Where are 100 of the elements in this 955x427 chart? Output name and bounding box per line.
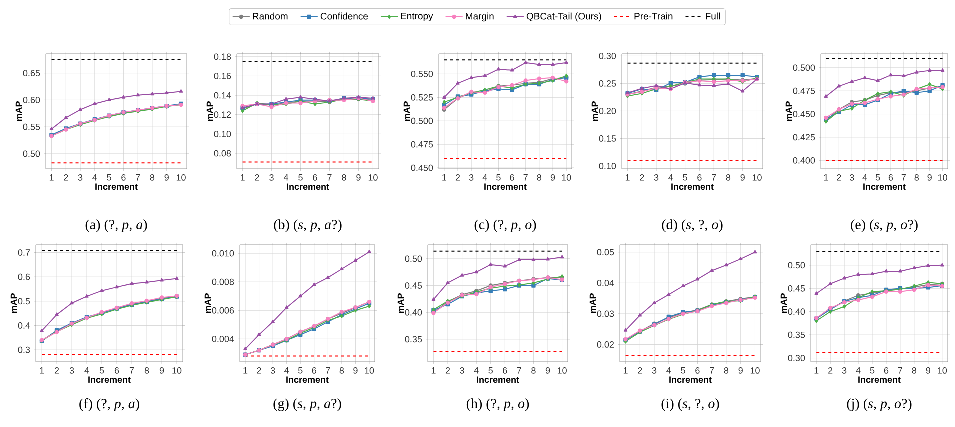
x-axis-title: Increment	[864, 184, 906, 190]
y-tick-label: 0.40	[405, 309, 422, 316]
y-tick-label: 0.15	[599, 136, 616, 142]
y-tick-label: 0.02	[597, 342, 614, 348]
x-axis-title: Increment	[96, 184, 138, 190]
y-axis-title: mAP	[590, 294, 596, 314]
x-tick-label: 7	[710, 368, 714, 374]
x-tick-label: 5	[496, 174, 501, 181]
x-tick-label: 10	[558, 368, 567, 374]
x-tick-label: 5	[488, 368, 493, 374]
legend-label: Full	[706, 12, 720, 20]
x-tick-label: 3	[850, 174, 854, 181]
x-tick-label: 6	[888, 174, 894, 181]
x-tick-label: 6	[503, 368, 508, 374]
x-tick-label: 1	[40, 368, 44, 374]
y-tick-label: 0.12	[214, 112, 232, 118]
x-tick-label: 1	[626, 174, 630, 181]
x-tick-label: 1	[814, 368, 819, 374]
x-tick-label: 8	[340, 368, 344, 374]
y-tick-label: 0.010	[212, 250, 234, 257]
y-axis-title: mAP	[206, 102, 214, 122]
x-tick-label: 10	[752, 174, 762, 181]
y-tick-label: 0.30	[599, 53, 616, 60]
x-tick-label: 3	[652, 368, 657, 374]
y-tick-label: 0.6	[18, 274, 30, 280]
x-tick-label: 5	[876, 174, 880, 181]
x-tick-label: 2	[837, 174, 842, 181]
y-tick-label: 0.3	[18, 346, 30, 354]
x-tick-label: 6	[696, 368, 700, 374]
x-tick-label: 6	[312, 368, 316, 374]
x-tick-label: 4	[84, 368, 90, 374]
text: (c) (?, p, o)	[474, 220, 536, 232]
y-tick-label: 0.35	[405, 336, 422, 343]
x-tick-label: 9	[550, 174, 556, 181]
x-tick-label: 5	[298, 174, 303, 181]
y-tick-label: 0.50	[788, 262, 806, 269]
y-tick-label: 0.4	[18, 322, 30, 329]
x-tick-label: 1	[240, 174, 245, 181]
x-tick-label: 6	[510, 174, 514, 181]
x-tick-label: 7	[136, 174, 140, 181]
x-tick-label: 8	[342, 174, 346, 181]
x-tick-label: 1	[824, 174, 828, 181]
x-tick-label: 5	[100, 368, 104, 374]
x-tick-label: 9	[738, 368, 743, 374]
x-tick-label: 3	[78, 174, 83, 181]
y-tick-label: 0.16	[214, 73, 232, 80]
y-axis-title: mAP	[204, 294, 212, 314]
y-tick-label: 0.30	[788, 355, 806, 362]
x-tick-label: 3	[270, 174, 274, 181]
x-tick-label: 7	[524, 174, 528, 181]
x-tick-label: 2	[638, 368, 642, 374]
y-tick-label: 0.425	[793, 134, 816, 141]
x-tick-label: 2	[255, 174, 260, 181]
text: (f) (?, p, a)	[80, 398, 140, 412]
x-tick-label: 3	[270, 368, 276, 374]
x-tick-label: 9	[740, 174, 745, 181]
y-tick-label: 0.04	[597, 280, 614, 286]
x-tick-label: 9	[928, 174, 932, 181]
text: (j) (s, p, o?)	[847, 398, 912, 412]
legend-label: Margin	[466, 12, 494, 22]
x-tick-label: 8	[912, 368, 917, 374]
x-axis-title: Increment	[286, 376, 329, 384]
x-tick-label: 9	[356, 174, 361, 181]
x-tick-label: 10	[750, 368, 760, 374]
text: (h) (?, p, o)	[466, 398, 530, 412]
text: (g) (s, p, a?)	[274, 398, 342, 412]
x-tick-label: 2	[828, 368, 833, 374]
y-tick-label: 0.008	[212, 278, 234, 286]
x-tick-label: 10	[562, 174, 572, 181]
x-tick-label: 2	[64, 174, 68, 181]
y-tick-label: 0.08	[214, 150, 232, 157]
legend-label: Confidence	[320, 12, 368, 20]
y-tick-label: 0.45	[788, 285, 806, 292]
x-tick-label: 8	[150, 174, 155, 181]
y-tick-label: 0.550	[411, 70, 434, 78]
x-tick-label: 8	[726, 174, 731, 181]
x-tick-label: 6	[122, 174, 126, 181]
y-tick-label: 0.03	[597, 310, 614, 318]
x-tick-label: 7	[898, 368, 903, 374]
x-tick-label: 4	[862, 174, 868, 181]
y-axis-title: mAP	[786, 102, 792, 122]
x-tick-label: 10	[172, 368, 182, 374]
x-tick-label: 1	[244, 368, 248, 374]
x-tick-label: 4	[92, 174, 98, 181]
x-tick-label: 1	[442, 174, 446, 181]
y-tick-label: 0.60	[23, 97, 40, 104]
x-axis-title: Increment	[484, 184, 527, 190]
x-tick-label: 3	[654, 174, 659, 181]
y-tick-label: 0.004	[212, 336, 234, 342]
x-tick-label: 6	[313, 174, 318, 181]
x-axis-title: Increment	[670, 376, 712, 384]
legend-label: Pre-Train	[634, 12, 673, 20]
text: (b) (s, p, a?)	[274, 220, 342, 232]
x-tick-label: 5	[681, 368, 686, 374]
x-tick-label: 10	[176, 174, 186, 181]
y-axis-title: mAP	[16, 102, 22, 122]
x-tick-label: 2	[54, 368, 60, 374]
y-tick-label: 0.14	[214, 92, 232, 99]
x-tick-label: 4	[474, 368, 479, 374]
x-tick-label: 4	[856, 368, 861, 374]
